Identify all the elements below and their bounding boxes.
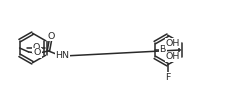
Text: F: F — [165, 73, 170, 82]
Text: B: B — [160, 46, 166, 54]
Text: OH: OH — [165, 52, 180, 61]
Text: O: O — [34, 48, 41, 57]
Text: OH: OH — [165, 39, 180, 48]
Text: HN: HN — [55, 51, 69, 60]
Text: O: O — [48, 32, 55, 41]
Text: O: O — [33, 44, 40, 53]
